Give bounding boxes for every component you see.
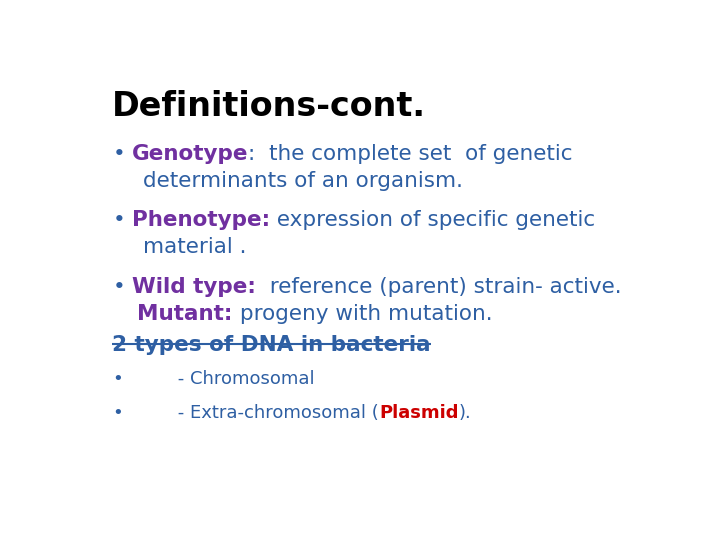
Text: •: • — [112, 277, 125, 297]
Text: Genotype: Genotype — [132, 144, 248, 164]
Text: reference (parent) strain- active.: reference (parent) strain- active. — [256, 277, 621, 297]
Text: •: • — [112, 370, 123, 388]
Text: Definitions-cont.: Definitions-cont. — [112, 90, 426, 123]
Text: Wild type:: Wild type: — [132, 277, 256, 297]
Text: ).: ). — [459, 404, 472, 422]
Text: •: • — [112, 404, 123, 422]
Text: Plasmid: Plasmid — [379, 404, 459, 422]
Text: - Extra-chromosomal (: - Extra-chromosomal ( — [126, 404, 379, 422]
Text: determinants of an organism.: determinants of an organism. — [143, 171, 463, 191]
Text: •: • — [112, 210, 125, 231]
Text: - Chromosomal: - Chromosomal — [126, 370, 315, 388]
Text: Phenotype:: Phenotype: — [132, 210, 270, 231]
Text: Mutant:: Mutant: — [138, 304, 233, 324]
Text: progeny with mutation.: progeny with mutation. — [233, 304, 492, 324]
Text: expression of specific genetic: expression of specific genetic — [270, 210, 595, 231]
Text: material .: material . — [143, 238, 246, 258]
Text: •: • — [112, 144, 125, 164]
Text: :  the complete set  of genetic: : the complete set of genetic — [248, 144, 573, 164]
Text: 2 types of DNA in bacteria: 2 types of DNA in bacteria — [112, 335, 431, 355]
